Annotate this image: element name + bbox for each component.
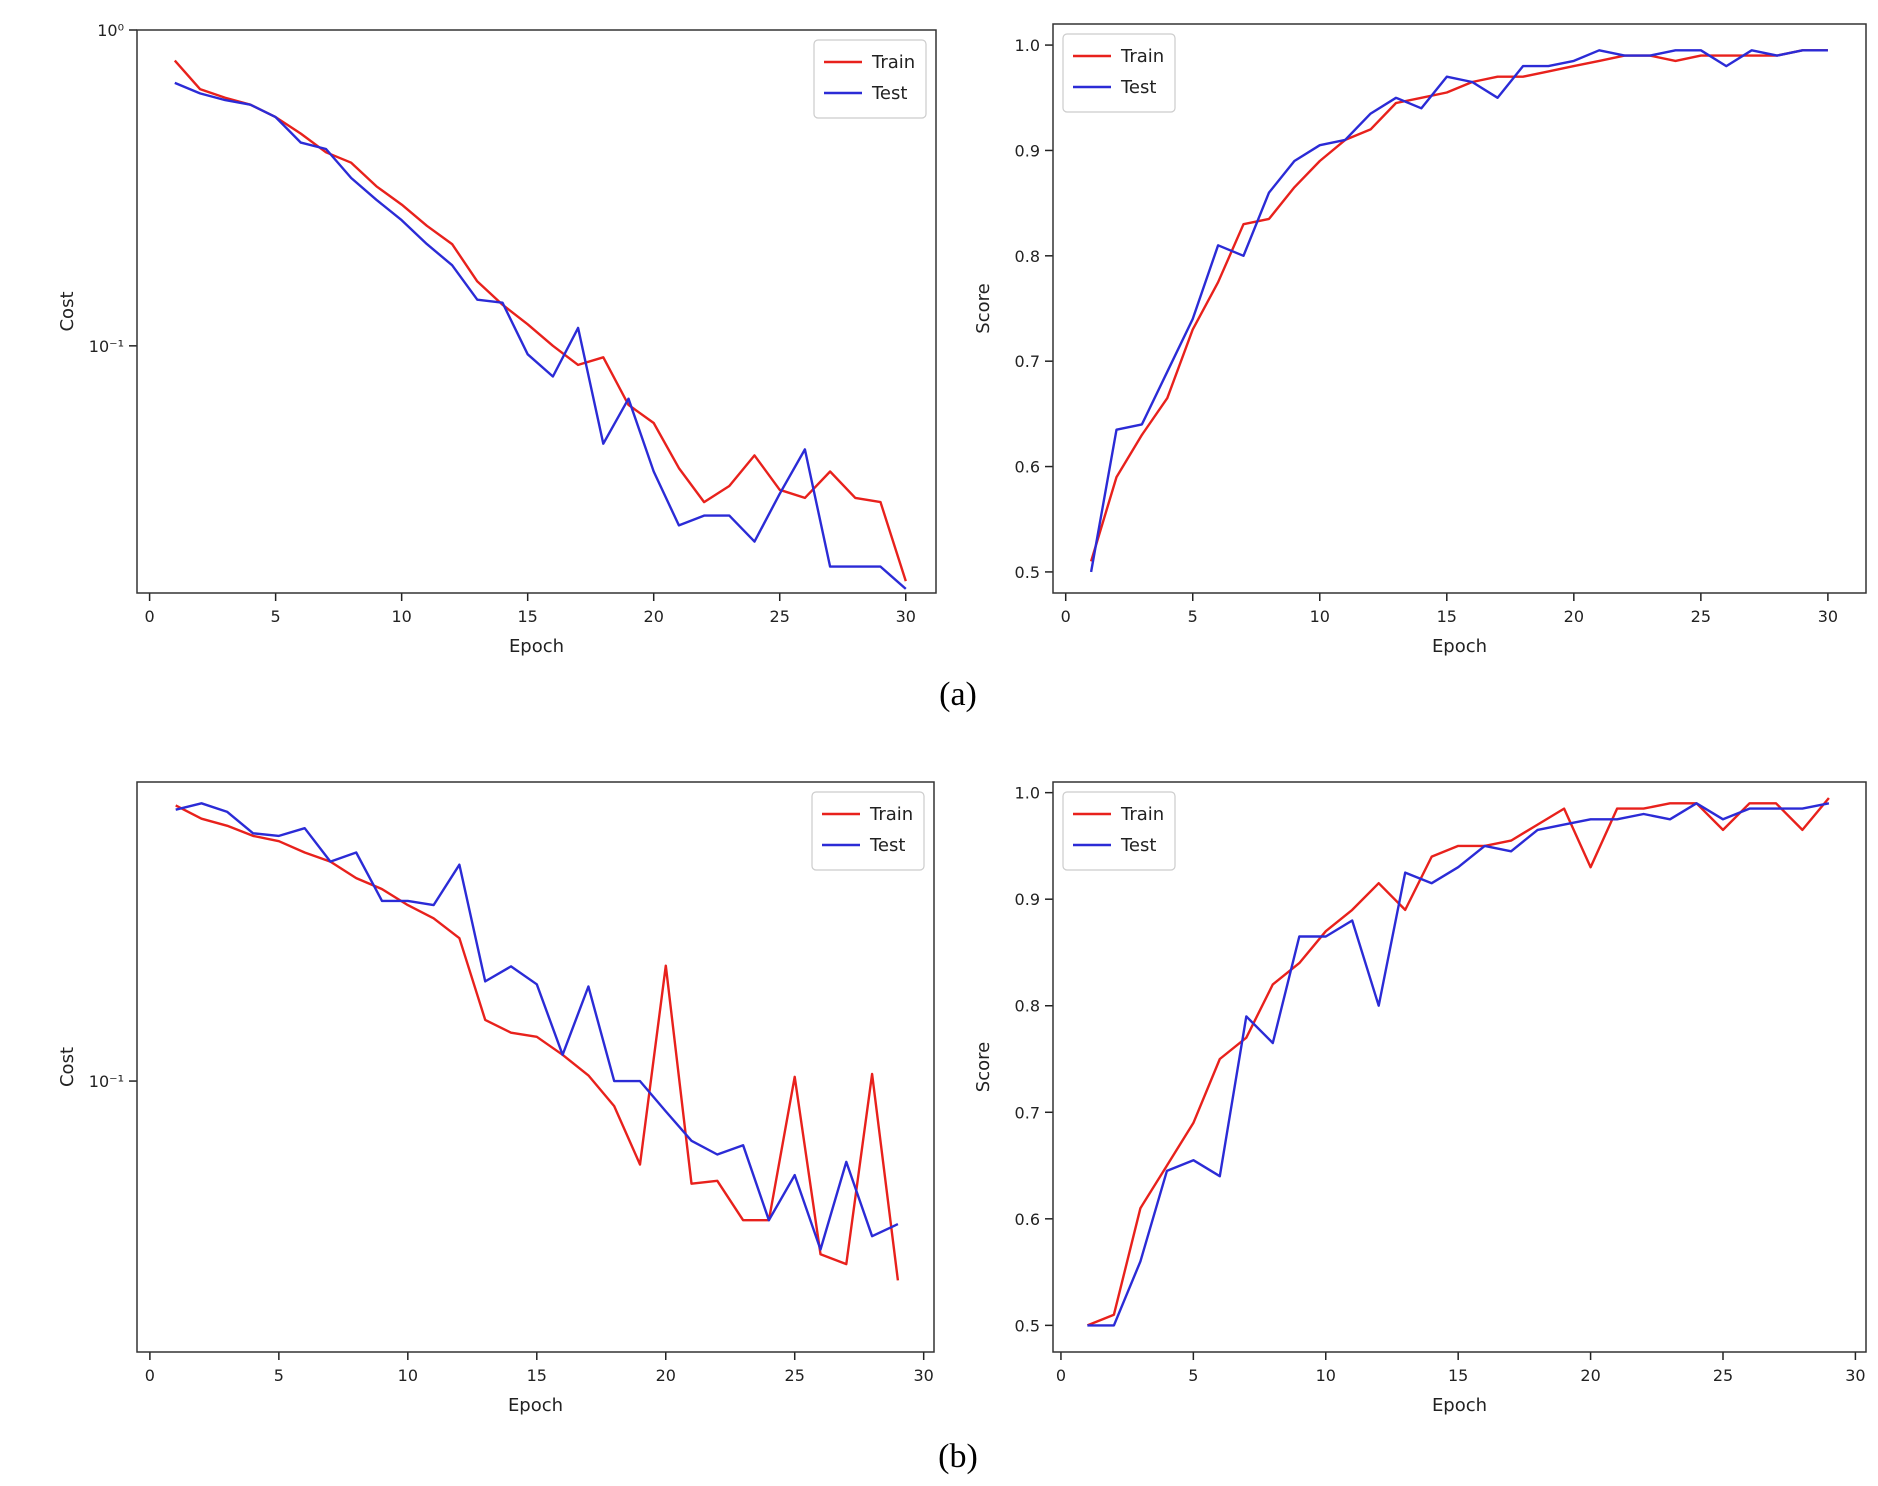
series-line-test	[1089, 49, 1828, 573]
caption-a: (a)	[939, 676, 977, 713]
x-tick-label: 20	[656, 1366, 676, 1385]
y-tick-label: 0.9	[1015, 890, 1040, 909]
x-tick-label: 15	[517, 607, 537, 626]
y-axis-label: Score	[973, 283, 994, 333]
plot-frame	[1052, 23, 1867, 594]
x-tick-label: 5	[271, 607, 281, 626]
y-tick-label: 1.0	[1015, 36, 1040, 55]
x-tick-label: 25	[1713, 1366, 1733, 1385]
plot-frame	[1052, 781, 1867, 1353]
legend: Train Test	[1062, 791, 1176, 871]
x-tick-label: 25	[785, 1366, 805, 1385]
x-tick-label: 0	[1056, 1366, 1066, 1385]
x-tick-label: 20	[644, 607, 664, 626]
legend-box	[813, 39, 927, 119]
y-tick-label: 0.8	[1015, 997, 1040, 1016]
series-line-train	[1086, 797, 1830, 1327]
x-tick-label: 5	[1188, 607, 1198, 626]
x-tick-label: 15	[527, 1366, 547, 1385]
x-axis-label: Epoch	[1432, 1395, 1487, 1416]
x-tick-label: 0	[145, 607, 155, 626]
y-tick-label: 10⁰	[97, 21, 124, 40]
plot-frame	[136, 781, 935, 1353]
x-tick-label: 15	[1437, 607, 1457, 626]
series-line-train	[173, 59, 907, 582]
x-tick-label: 10	[1316, 1366, 1336, 1385]
x-tick-label: 20	[1580, 1366, 1600, 1385]
x-tick-label: 0	[1061, 607, 1071, 626]
chart-panel-a-score: 0 5 10 15 20 25 30 0.5 0.6 0.7 0.8 0.9 1.0 Epoch Score…	[973, 23, 1867, 657]
y-tick-label: 0.6	[1015, 458, 1040, 477]
legend: Train Test	[811, 791, 925, 871]
legend-label-train: Train	[869, 804, 913, 825]
x-axis-label: Epoch	[508, 1395, 563, 1416]
y-tick-label: 0.5	[1015, 1316, 1040, 1335]
y-tick-label: 10⁻¹	[89, 337, 124, 356]
x-axis-label: Epoch	[1432, 636, 1487, 657]
legend-label-train: Train	[1120, 46, 1164, 67]
legend-label-test: Test	[871, 83, 907, 104]
legend: Train Test	[813, 39, 927, 119]
y-axis-label: Score	[973, 1042, 994, 1092]
legend-label-train: Train	[1120, 804, 1164, 825]
x-tick-label: 30	[914, 1366, 934, 1385]
legend-label-test: Test	[1120, 835, 1156, 856]
legend-box	[811, 791, 925, 871]
chart-panel-b-cost: 0 5 10 15 20 25 30 10⁻¹ Epoch Cost Train Test	[57, 781, 935, 1416]
y-axis-label: Cost	[57, 1047, 78, 1087]
y-tick-label: 0.8	[1015, 247, 1040, 266]
x-tick-label: 5	[274, 1366, 284, 1385]
legend-label-test: Test	[1120, 77, 1156, 98]
caption-b: (b)	[938, 1438, 978, 1475]
legend-box	[1062, 791, 1176, 871]
x-tick-label: 10	[398, 1366, 418, 1385]
x-tick-label: 0	[145, 1366, 155, 1385]
legend-label-test: Test	[869, 835, 905, 856]
chart-panel-b-score: 0 5 10 15 20 25 30 0.5 0.6 0.7 0.8 0.9 1.0 Epoch Score…	[973, 781, 1867, 1416]
y-axis-label: Cost	[57, 291, 78, 331]
legend-box	[1062, 33, 1176, 113]
y-tick-label: 0.9	[1015, 141, 1040, 160]
y-tick-label: 1.0	[1015, 784, 1040, 803]
x-tick-label: 15	[1448, 1366, 1468, 1385]
x-tick-label: 30	[1818, 607, 1838, 626]
series-line-test	[1087, 802, 1830, 1327]
plot-frame	[136, 29, 937, 594]
x-tick-label: 10	[391, 607, 411, 626]
x-tick-label: 25	[770, 607, 790, 626]
x-tick-label: 25	[1691, 607, 1711, 626]
series-line-test	[174, 81, 907, 590]
series-line-train	[1089, 49, 1828, 562]
legend-label-train: Train	[871, 52, 915, 73]
x-tick-label: 20	[1564, 607, 1584, 626]
x-tick-label: 5	[1188, 1366, 1198, 1385]
x-tick-label: 30	[1845, 1366, 1865, 1385]
y-tick-label: 10⁻¹	[89, 1072, 124, 1091]
x-tick-label: 10	[1310, 607, 1330, 626]
x-axis-label: Epoch	[509, 636, 564, 657]
chart-panel-a-cost: 0 5 10 15 20 25 30 10⁰ 10⁻¹ Epoch Cost Train Test	[57, 21, 937, 657]
legend: Train Test	[1062, 33, 1176, 113]
y-tick-label: 0.5	[1015, 563, 1040, 582]
x-tick-label: 30	[896, 607, 916, 626]
y-tick-label: 0.7	[1015, 1103, 1040, 1122]
y-tick-label: 0.7	[1015, 352, 1040, 371]
series-line-test	[175, 802, 899, 1251]
y-tick-label: 0.6	[1015, 1210, 1040, 1229]
series-line-train	[175, 804, 900, 1281]
